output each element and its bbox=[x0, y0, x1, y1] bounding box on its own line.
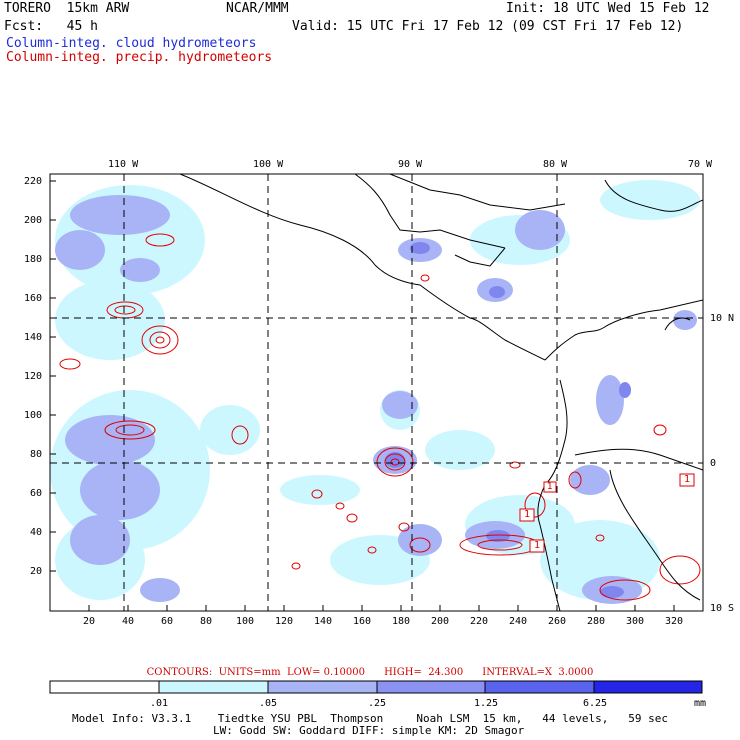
x-tick-label: 180 bbox=[392, 616, 411, 627]
y-tick-label: 100 bbox=[24, 410, 43, 421]
x-tick-label: 300 bbox=[626, 616, 645, 627]
x-tick-label: 20 bbox=[83, 616, 96, 627]
cloud-field-label: Column-integ. cloud hydrometeors bbox=[6, 36, 257, 51]
axis-ticks bbox=[50, 180, 675, 611]
contour-info: CONTOURS: UNITS=mm LOW= 0.10000 HIGH= 24… bbox=[146, 667, 594, 678]
box-label: 1 bbox=[684, 474, 691, 485]
lat-lon-grid bbox=[50, 174, 703, 611]
y-tick-label: 160 bbox=[24, 293, 43, 304]
legend-label: .05 bbox=[259, 698, 278, 709]
legend-label: .01 bbox=[150, 698, 169, 709]
x-tick-label: 240 bbox=[509, 616, 528, 627]
x-tick-label: 220 bbox=[470, 616, 489, 627]
precip-field-label: Column-integ. precip. hydrometeors bbox=[6, 50, 273, 65]
y-tick-label: 40 bbox=[30, 527, 43, 538]
x-tick-label: 100 bbox=[236, 616, 255, 627]
legend-unit: mm bbox=[694, 698, 707, 709]
x-tick-label: 280 bbox=[587, 616, 606, 627]
y-tick-label: 60 bbox=[30, 488, 43, 499]
x-tick-label: 320 bbox=[665, 616, 684, 627]
max-value-boxes bbox=[519, 473, 695, 553]
precip-contours bbox=[59, 233, 701, 601]
lon-label-110w: 110 W bbox=[108, 159, 139, 170]
x-tick-label: 120 bbox=[275, 616, 294, 627]
cloud-dark-cells bbox=[385, 242, 631, 598]
x-tick-label: 260 bbox=[548, 616, 567, 627]
init-time: Init: 18 UTC Wed 15 Feb 12 bbox=[506, 1, 710, 16]
y-tick-label: 200 bbox=[24, 215, 43, 226]
coastlines bbox=[179, 174, 703, 611]
y-tick-label: 220 bbox=[24, 176, 43, 187]
y-tick-label: 80 bbox=[30, 449, 43, 460]
x-tick-label: 140 bbox=[314, 616, 333, 627]
cloud-mid-field bbox=[55, 195, 697, 604]
x-tick-label: 40 bbox=[122, 616, 135, 627]
lon-label-90w: 90 W bbox=[398, 159, 423, 170]
x-tick-label: 160 bbox=[353, 616, 372, 627]
lon-label-70w: 70 W bbox=[688, 159, 713, 170]
legend-label: 6.25 bbox=[583, 698, 608, 709]
org-label: NCAR/MMM bbox=[226, 1, 289, 16]
forecast-hour: Fcst: 45 h bbox=[4, 19, 98, 34]
map-frame bbox=[49, 173, 704, 612]
model-info-line2: LW: Godd SW: Goddard DIFF: simple KM: 2D… bbox=[213, 724, 525, 737]
box-label: 1 bbox=[534, 540, 541, 551]
y-tick-label: 180 bbox=[24, 254, 43, 265]
box-label: 1 bbox=[547, 482, 553, 492]
lat-label-10s: 10 S bbox=[710, 603, 735, 614]
valid-time: Valid: 15 UTC Fri 17 Feb 12 (09 CST Fri … bbox=[292, 19, 684, 34]
x-tick-label: 60 bbox=[161, 616, 174, 627]
lon-label-80w: 80 W bbox=[543, 159, 568, 170]
y-tick-label: 20 bbox=[30, 566, 43, 577]
y-tick-label: 120 bbox=[24, 371, 43, 382]
model-title: TORERO 15km ARW bbox=[4, 1, 130, 16]
model-info-line1: Model Info: V3.3.1 Tiedtke YSU PBL Thomp… bbox=[72, 712, 669, 725]
legend-colorbar bbox=[49, 680, 703, 694]
lat-label-10n: 10 N bbox=[710, 313, 735, 324]
lon-label-100w: 100 W bbox=[253, 159, 284, 170]
x-tick-label: 200 bbox=[431, 616, 450, 627]
y-tick-label: 140 bbox=[24, 332, 43, 343]
legend-label: 1.25 bbox=[474, 698, 499, 709]
legend-label: .25 bbox=[368, 698, 387, 709]
lat-label-0: 0 bbox=[710, 458, 717, 469]
box-label: 1 bbox=[524, 509, 531, 520]
x-tick-label: 80 bbox=[200, 616, 213, 627]
